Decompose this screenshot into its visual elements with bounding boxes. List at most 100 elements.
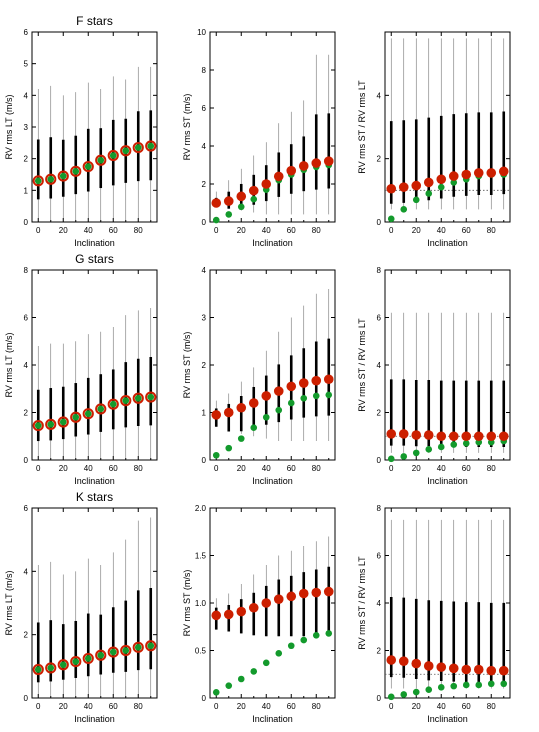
red-point [286,381,297,392]
y-tick-label: 6 [202,104,207,113]
y-axis-label: RV rms ST / RV rms LT [357,80,367,174]
red-point [461,431,472,442]
red-point [498,665,509,676]
green-point [97,156,105,164]
green-point [387,693,395,701]
x-tick-label: 20 [412,464,421,473]
red-point [486,168,497,178]
green-point [147,642,155,650]
red-point [120,644,132,657]
chart-panel-3: 0 20 40 60 80 0 2 4 Inclination RV rms ST / RV rm… [357,31,511,248]
green-point [250,195,258,203]
x-tick-label: 60 [462,464,471,473]
green-point [59,661,67,669]
x-tick-label: 80 [134,226,143,235]
y-tick-label: 6 [24,28,29,37]
x-tick-label: 20 [59,226,68,235]
red-point [45,173,57,185]
green-point [462,681,470,689]
green-point [312,632,320,639]
chart-panel-1: F stars 0 20 40 60 80 0 1 2 3 4 5 6 Inclination RV rms… [4,14,158,248]
red-point [82,652,94,665]
red-point [223,407,234,418]
green-point [34,666,42,673]
red-point [411,180,422,191]
red-point [273,386,284,396]
y-tick-label: 4 [202,266,207,275]
green-point [437,443,445,451]
x-tick-label: 80 [134,464,143,473]
red-point [248,185,259,196]
y-axis-label: RV rms ST (m/s) [182,332,192,399]
green-point [312,392,320,400]
x-tick-label: 60 [287,464,296,473]
y-tick-label: 2 [24,409,29,418]
y-tick-label: 4 [377,599,382,608]
x-axis-label: Inclination [427,238,468,248]
chart-panel-6: 0 20 40 60 80 0 2 4 6 8 Inclination RV rms ST / RV … [357,266,511,486]
y-tick-label: 1 [24,186,29,195]
red-point [82,408,94,420]
y-tick-label: 4 [377,361,382,370]
red-point [45,662,57,674]
red-point [448,171,459,181]
red-point [386,429,397,439]
green-point [225,444,233,452]
x-axis-label: Inclination [74,476,115,486]
green-point [237,203,245,211]
red-point [32,175,44,187]
red-point [498,166,509,177]
y-axis-label: RV rms ST (m/s) [182,570,192,637]
chart-panel-9: 0 20 40 60 80 0 2 4 6 8 Inclination RV rms ST / RV … [357,504,511,724]
red-point [436,174,447,185]
y-axis-label: RV rms LT (m/s) [4,94,14,159]
green-point [237,435,245,442]
red-point [32,419,44,432]
green-point [84,163,92,170]
y-tick-label: 4 [24,361,29,370]
plot-frame [31,507,158,699]
red-point [132,641,144,653]
red-point [461,169,472,180]
x-tick-label: 20 [237,702,246,711]
red-point [236,191,247,202]
green-point [122,647,130,654]
red-point [398,182,409,192]
red-point [223,609,234,620]
x-tick-label: 40 [437,702,446,711]
y-tick-label: 3 [202,314,207,323]
green-point [287,399,295,407]
red-point [386,183,397,194]
green-point [72,658,80,665]
y-tick-label: 0 [24,218,29,227]
red-point [95,649,107,661]
y-tick-label: 2 [377,647,382,656]
plot-frame [209,31,336,223]
y-tick-label: 2 [202,361,207,370]
green-point [400,453,408,460]
y-tick-label: 0 [377,218,382,227]
y-tick-label: 8 [377,266,382,275]
green-point [487,680,495,688]
x-tick-label: 40 [437,464,446,473]
green-point [72,413,80,421]
red-point [145,640,157,652]
red-point [70,411,82,423]
red-point [398,429,409,439]
red-point [473,664,484,675]
red-point [298,378,309,388]
y-tick-label: 2 [24,155,29,164]
red-point [57,416,69,428]
y-tick-label: 10 [197,28,206,37]
x-tick-label: 40 [262,226,271,235]
x-axis-label: Inclination [427,714,468,724]
green-point [462,440,470,447]
red-point [323,156,334,166]
green-point [237,675,245,683]
x-tick-label: 0 [389,226,394,235]
y-tick-label: 0 [24,694,29,703]
red-point [107,646,119,658]
red-point [286,591,297,602]
red-point [32,663,44,676]
x-tick-label: 0 [36,464,41,473]
